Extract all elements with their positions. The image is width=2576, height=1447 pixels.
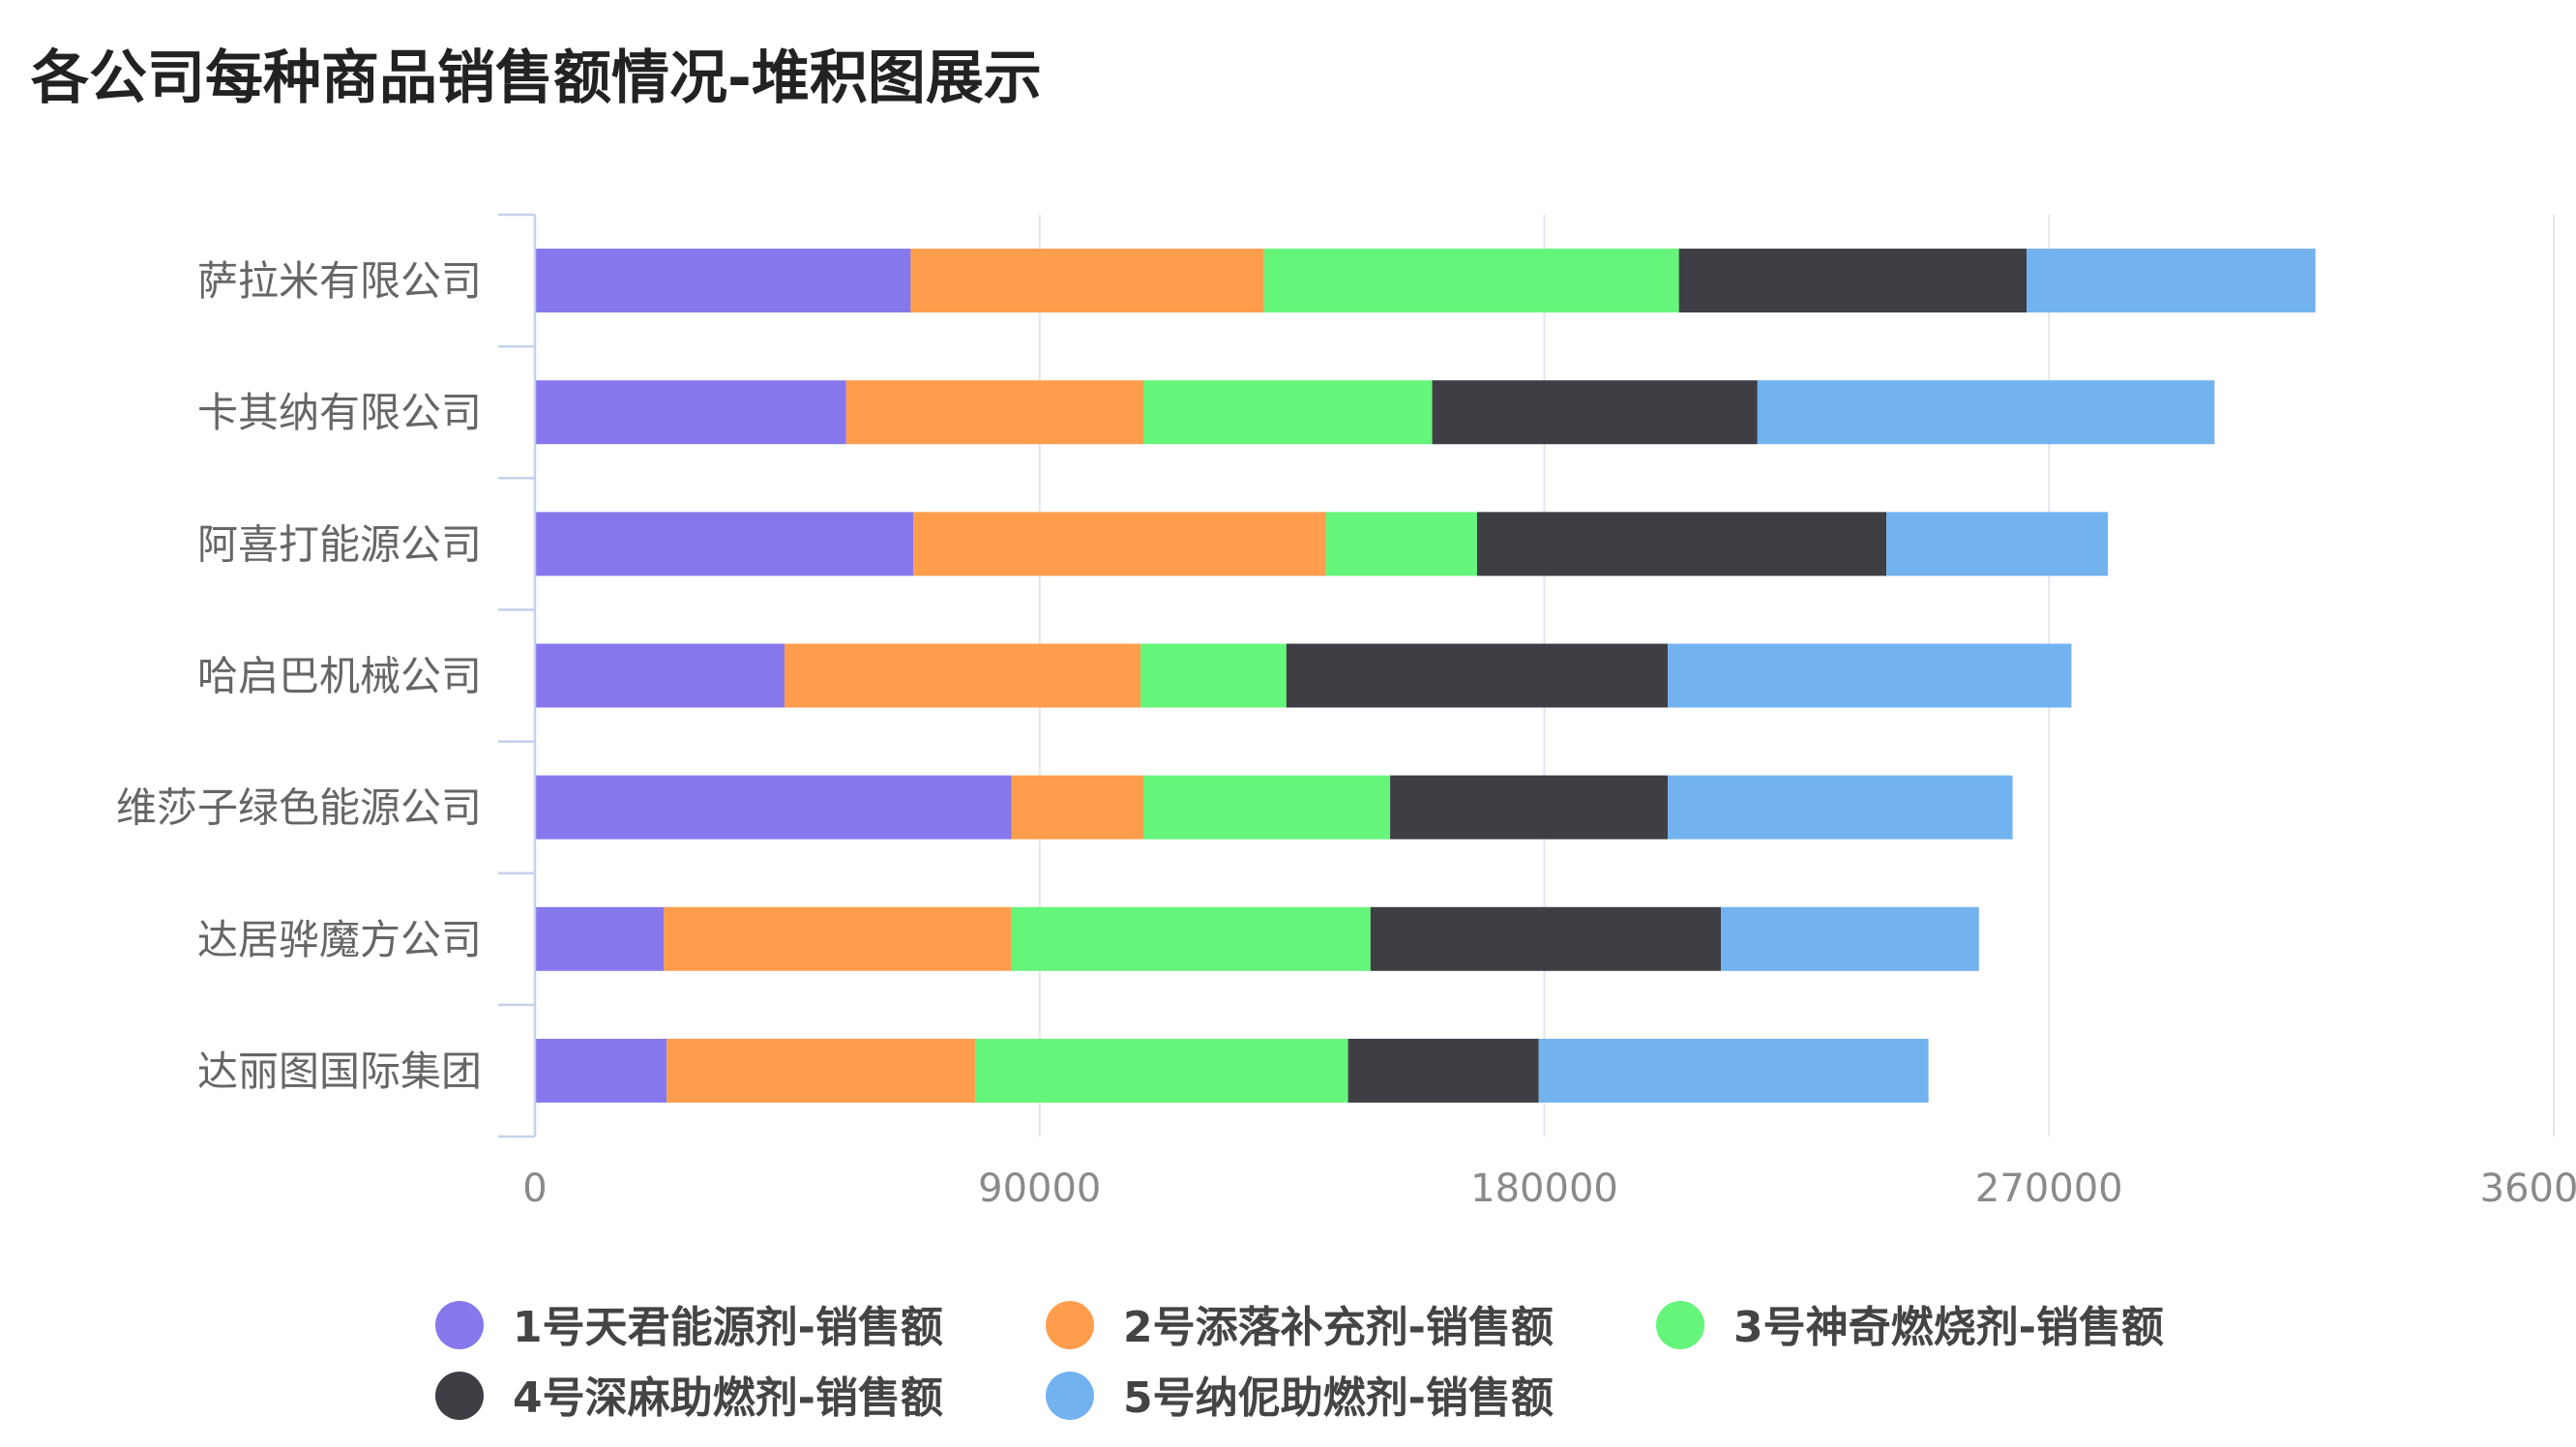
- legend-label: 2号添落补充剂-销售额: [1123, 1303, 1554, 1352]
- legend: 1号天君能源剂-销售额 2号添落补充剂-销售额 3号神奇燃烧剂-销售额 4号深麻助燃剂…: [435, 1301, 2164, 1423]
- legend-marker: [1046, 1301, 1094, 1349]
- bar-segment[interactable]: [535, 775, 1012, 840]
- legend-item[interactable]: 2号添落补充剂-销售额: [1046, 1301, 1554, 1352]
- bar-segment[interactable]: [535, 512, 914, 576]
- legend-label: 4号深麻助燃剂-销售额: [513, 1373, 943, 1423]
- x-tick-label: 270000: [1975, 1166, 2123, 1211]
- bars: [535, 249, 2316, 1103]
- legend-marker: [435, 1301, 484, 1349]
- bar-segment[interactable]: [1011, 775, 1143, 840]
- bar-segment[interactable]: [535, 380, 846, 445]
- bar-segment[interactable]: [666, 1038, 976, 1103]
- legend-item[interactable]: 1号天君能源剂-销售额: [435, 1301, 943, 1352]
- y-category-label: 卡其纳有限公司: [197, 389, 482, 436]
- y-category-label: 达居骅魔方公司: [197, 916, 482, 963]
- legend-item[interactable]: 3号神奇燃烧剂-销售额: [1656, 1301, 2164, 1352]
- legend-label: 5号纳伲助燃剂-销售额: [1123, 1373, 1554, 1423]
- bar-segment[interactable]: [1886, 512, 2109, 576]
- legend-marker: [435, 1372, 484, 1420]
- bar-segment[interactable]: [535, 1038, 667, 1103]
- legend-marker: [1656, 1301, 1704, 1349]
- x-tick-label: 90000: [978, 1166, 1101, 1211]
- bar-segment[interactable]: [1432, 380, 1758, 445]
- x-tick-label: 180000: [1470, 1166, 1618, 1211]
- bar-segment[interactable]: [535, 643, 785, 708]
- bar-segment[interactable]: [1011, 906, 1371, 971]
- bar-segment[interactable]: [913, 512, 1326, 576]
- y-category-label: 萨拉米有限公司: [197, 257, 482, 305]
- bar-segment[interactable]: [1370, 906, 1722, 971]
- bar-segment[interactable]: [1286, 643, 1669, 708]
- bar-segment[interactable]: [1678, 249, 2028, 313]
- y-category-label: 维莎子绿色能源公司: [116, 784, 482, 832]
- bar-segment[interactable]: [1668, 775, 2013, 840]
- bar-segment[interactable]: [1668, 643, 2072, 708]
- chart-title: 各公司每种商品销售额情况-堆积图展示: [31, 44, 1042, 112]
- bar-segment[interactable]: [1263, 249, 1679, 313]
- legend-marker: [1046, 1372, 1094, 1420]
- bar-segment[interactable]: [1325, 512, 1477, 576]
- bar-segment[interactable]: [845, 380, 1143, 445]
- bar-segment[interactable]: [910, 249, 1264, 313]
- legend-label: 3号神奇燃烧剂-销售额: [1733, 1303, 2164, 1352]
- bar-segment[interactable]: [975, 1038, 1348, 1103]
- bar-segment[interactable]: [1721, 906, 1979, 971]
- bar-segment[interactable]: [664, 906, 1012, 971]
- legend-label: 1号天君能源剂-销售额: [513, 1303, 943, 1352]
- bar-segment[interactable]: [535, 249, 911, 313]
- bar-segment[interactable]: [535, 906, 665, 971]
- legend-item[interactable]: 5号纳伲助燃剂-销售额: [1046, 1372, 1554, 1423]
- bar-segment[interactable]: [1390, 775, 1669, 840]
- bar-segment[interactable]: [2027, 249, 2316, 313]
- bar-segment[interactable]: [1476, 512, 1887, 576]
- y-category-label: 阿喜打能源公司: [197, 520, 482, 568]
- axes: 0 90000 180000 270000 360000 萨拉米有限公司卡其纳有限公司阿喜…: [116, 213, 2576, 1211]
- y-category-label: 哈启巴机械公司: [197, 653, 482, 700]
- legend-item[interactable]: 4号深麻助燃剂-销售额: [435, 1372, 943, 1423]
- bar-segment[interactable]: [1140, 643, 1287, 708]
- bar-segment[interactable]: [1347, 1038, 1539, 1103]
- bar-segment[interactable]: [1538, 1038, 1929, 1103]
- bar-segment[interactable]: [1142, 775, 1391, 840]
- x-tick-label: 360000: [2480, 1166, 2576, 1211]
- bar-segment[interactable]: [784, 643, 1141, 708]
- x-tick-label: 0: [522, 1166, 547, 1211]
- bar-segment[interactable]: [1142, 380, 1433, 445]
- y-category-label: 达丽图国际集团: [197, 1048, 482, 1095]
- bar-segment[interactable]: [1757, 380, 2215, 445]
